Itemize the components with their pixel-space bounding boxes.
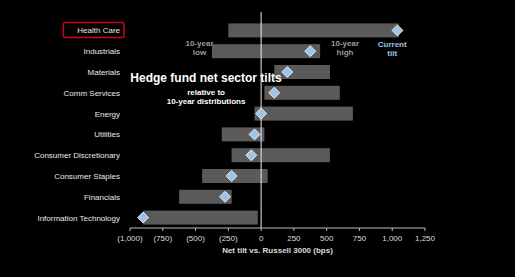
range-bar bbox=[222, 127, 265, 141]
current-tilt-marker bbox=[256, 108, 267, 119]
x-tick bbox=[326, 228, 327, 231]
subtitle: relative to10-year distributions bbox=[167, 88, 246, 106]
category-label: Utilities bbox=[94, 130, 120, 139]
highlight-box bbox=[63, 22, 124, 37]
current-tilt-marker bbox=[305, 46, 316, 57]
range-bar bbox=[232, 148, 330, 162]
current-tilt-marker bbox=[249, 129, 260, 140]
x-tick bbox=[392, 228, 393, 231]
current-tilt-marker bbox=[392, 25, 403, 36]
x-tick bbox=[261, 228, 262, 231]
x-tick-label: 500 bbox=[320, 234, 334, 243]
x-tick-label: 1,000 bbox=[382, 234, 403, 243]
x-tick bbox=[425, 228, 426, 231]
current-tilt-marker bbox=[138, 212, 149, 223]
chart: (1,000) (750) (500) (250) 0 250 500 750 1,000 1,2… bbox=[0, 0, 515, 277]
category-label: Information Technology bbox=[37, 214, 120, 223]
zero-line bbox=[261, 12, 262, 228]
x-tick bbox=[162, 228, 163, 231]
high-annotation: 10-yearhigh bbox=[331, 39, 359, 57]
x-tick-label: 750 bbox=[353, 234, 367, 243]
range-bar bbox=[255, 107, 353, 121]
marks bbox=[143, 23, 399, 224]
current-tilt-marker bbox=[226, 171, 237, 182]
x-tick bbox=[130, 228, 131, 231]
x-tick-label: 1,250 bbox=[415, 234, 436, 243]
title: Hedge fund net sector tilts bbox=[130, 71, 282, 85]
category-label: Financials bbox=[84, 193, 120, 202]
current-markers bbox=[138, 25, 403, 223]
range-bar bbox=[212, 44, 320, 58]
x-tick-label: (1,000) bbox=[117, 234, 143, 243]
background bbox=[0, 0, 515, 277]
current-tilt-marker bbox=[246, 150, 257, 161]
x-axis bbox=[130, 228, 425, 229]
current-tilt-marker bbox=[282, 67, 293, 78]
x-tick-label: (750) bbox=[153, 234, 172, 243]
x-tick bbox=[228, 228, 229, 231]
range-bar bbox=[179, 190, 231, 204]
category-label: Consumer Staples bbox=[54, 172, 120, 181]
current-tilt-marker bbox=[269, 87, 280, 98]
x-tick bbox=[293, 228, 294, 231]
x-tick-label: (250) bbox=[219, 234, 238, 243]
x-tick-label: 0 bbox=[259, 234, 264, 243]
category-label: Materials bbox=[88, 68, 120, 77]
category-label: Consumer Discretionary bbox=[34, 151, 120, 160]
low-annotation: 10-yearlow bbox=[185, 39, 213, 57]
category-label: Health Care bbox=[77, 26, 120, 35]
category-label: Comm Services bbox=[64, 89, 120, 98]
x-tick-label: (500) bbox=[186, 234, 205, 243]
x-tick-label: 250 bbox=[287, 234, 301, 243]
current-tilt-marker bbox=[220, 191, 231, 202]
x-axis-label: Net tilt vs. Russell 3000 (bps) bbox=[222, 246, 333, 255]
range-bar bbox=[274, 65, 330, 79]
x-tick bbox=[359, 228, 360, 231]
current-annotation: Currenttilt bbox=[378, 40, 407, 58]
range-bar bbox=[264, 86, 339, 100]
x-tick bbox=[195, 228, 196, 231]
range-bar bbox=[228, 23, 398, 37]
category-label: Energy bbox=[95, 110, 120, 119]
range-bar bbox=[202, 169, 268, 183]
range-bar bbox=[143, 211, 258, 225]
category-label: Industrials bbox=[84, 47, 120, 56]
